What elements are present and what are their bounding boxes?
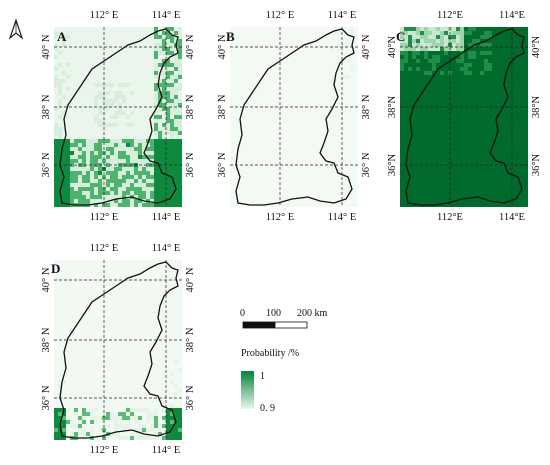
graticule xyxy=(54,260,182,440)
lat-tick-left: 38° N xyxy=(217,94,228,119)
legend-min-label: 0. 9 xyxy=(260,403,275,414)
lon-tick-bottom: 112° E xyxy=(90,212,119,223)
province-boundary xyxy=(59,261,179,439)
probability-raster xyxy=(54,27,182,207)
lat-tick-right: 36° N xyxy=(185,152,196,177)
panel-label: D xyxy=(51,261,60,276)
lat-tick-right: 38° N xyxy=(185,94,196,119)
graticule xyxy=(400,27,528,207)
scale-label-200: 200 km xyxy=(297,308,328,319)
legend-max-label: 1 xyxy=(260,371,265,382)
lat-tick-left: 38° N xyxy=(41,327,52,352)
north-arrow-icon xyxy=(8,18,24,40)
panel-label: A xyxy=(57,29,67,44)
lat-tick-left: 36°N xyxy=(387,153,398,176)
lat-tick-right: 38° N xyxy=(361,94,372,119)
lon-tick-bottom: 112° E xyxy=(266,212,295,223)
panel-label: C xyxy=(396,29,405,44)
probability-raster xyxy=(54,260,182,440)
legend: Probability /% 1 0. 9 xyxy=(241,348,299,414)
probability-raster xyxy=(230,27,358,207)
lon-tick-top: 112° E xyxy=(90,243,119,254)
graticule xyxy=(54,27,182,207)
lat-tick-left: 36° N xyxy=(217,152,228,177)
lon-tick-top: 114°E xyxy=(499,10,525,21)
panel-A: A 112° E 112° E 114° E 114° E 40° N 40° N 38° … xyxy=(41,10,196,223)
panel-D: D 112° E 112° E 114° E 114° E 40° N 40° N 38° … xyxy=(41,243,196,456)
lat-tick-left: 38°N xyxy=(387,95,398,118)
lon-tick-bottom: 112° E xyxy=(90,445,119,456)
legend-colorbar xyxy=(241,371,254,409)
lat-tick-left: 40° N xyxy=(41,267,52,292)
panel-label: B xyxy=(226,29,235,44)
province-boundary xyxy=(59,28,179,206)
lat-tick-right: 36° N xyxy=(185,385,196,410)
lat-tick-right: 40° N xyxy=(185,267,196,292)
lat-tick-right: 40° N xyxy=(361,34,372,59)
lon-tick-bottom: 114° E xyxy=(152,212,181,223)
scale-label-100: 100 xyxy=(266,308,281,319)
lat-tick-left: 40° N xyxy=(217,34,228,59)
province-boundary xyxy=(405,28,525,206)
lon-tick-top: 112°E xyxy=(437,10,463,21)
lon-tick-bottom: 114°E xyxy=(499,212,525,223)
lat-tick-left: 36° N xyxy=(41,152,52,177)
lon-tick-top: 114° E xyxy=(152,10,181,21)
lon-tick-bottom: 112°E xyxy=(437,212,463,223)
lat-tick-right: 38°N xyxy=(531,95,542,118)
lat-tick-right: 36° N xyxy=(361,152,372,177)
province-boundary xyxy=(235,28,355,206)
lon-tick-bottom: 114° E xyxy=(328,212,357,223)
lat-tick-left: 40° N xyxy=(41,34,52,59)
legend-title: Probability /% xyxy=(241,348,299,359)
lon-tick-top: 114° E xyxy=(152,243,181,254)
lat-tick-right: 40°N xyxy=(531,35,542,58)
panel-B: B 112° E 112° E 114° E 114° E 40° N 40° N 38° … xyxy=(217,10,372,223)
scale-bar: 0 100 200 km xyxy=(240,308,328,329)
lat-tick-left: 40°N xyxy=(387,35,398,58)
lat-tick-left: 36° N xyxy=(41,385,52,410)
probability-raster xyxy=(400,27,528,207)
panel-C: C 112°E 112°E 114°E 114°E 40°N 40°N 38°N 38°N 36… xyxy=(387,10,542,223)
lon-tick-top: 114° E xyxy=(328,10,357,21)
lon-tick-top: 112° E xyxy=(266,10,295,21)
lat-tick-right: 40° N xyxy=(185,34,196,59)
lon-tick-bottom: 114° E xyxy=(152,445,181,456)
scale-label-0: 0 xyxy=(240,308,245,319)
lat-tick-left: 38° N xyxy=(41,94,52,119)
lon-tick-top: 112° E xyxy=(90,10,119,21)
graticule xyxy=(230,27,358,207)
lat-tick-right: 36°N xyxy=(531,153,542,176)
lat-tick-right: 38° N xyxy=(185,327,196,352)
